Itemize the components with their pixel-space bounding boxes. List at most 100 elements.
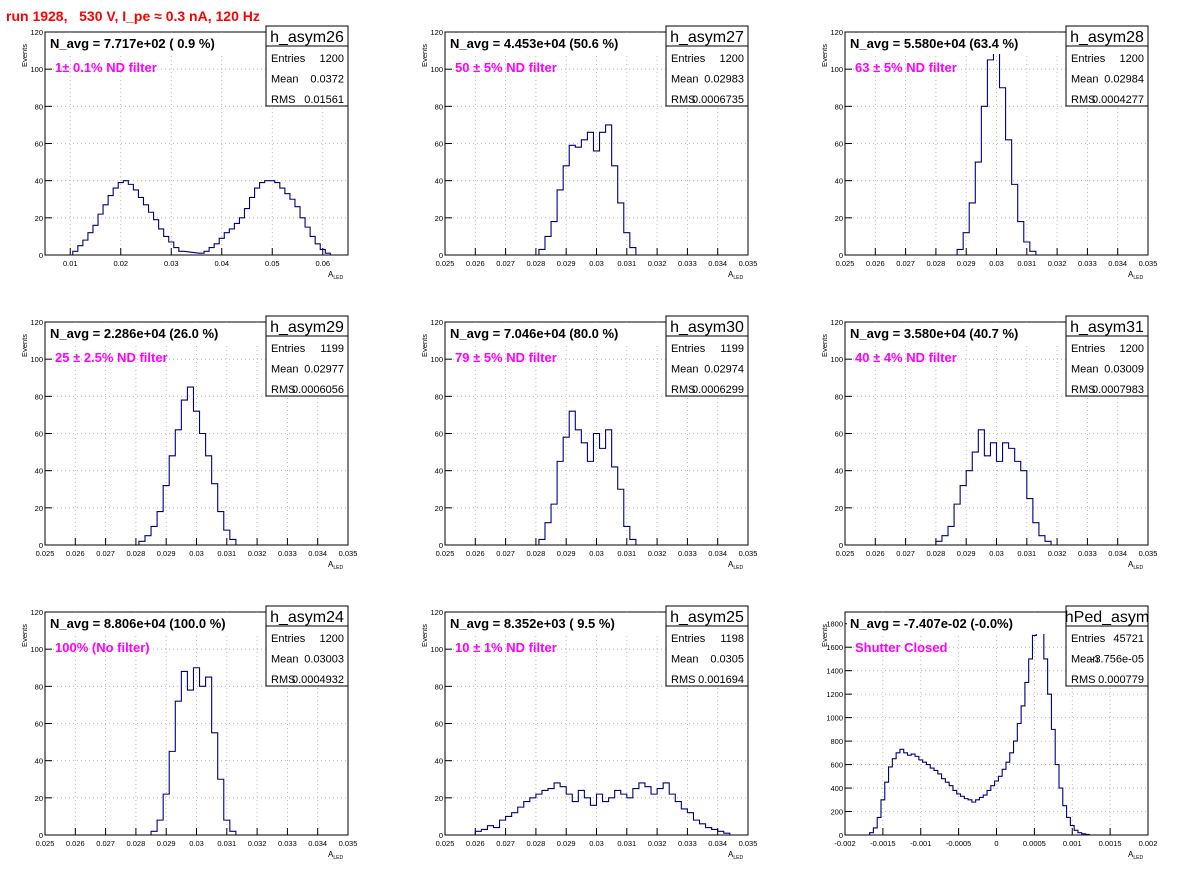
n-avg-label: N_avg = 8.352e+03 ( 9.5 %) <box>450 616 615 631</box>
y-tick-label: 20 <box>435 214 443 223</box>
n-avg-label: N_avg = 2.286e+04 (26.0 %) <box>50 326 218 341</box>
x-tick-label: -0.0005 <box>946 839 971 848</box>
y-tick-label: 100 <box>830 355 843 364</box>
x-tick-label: 0.029 <box>557 549 576 558</box>
y-tick-label: 120 <box>30 318 43 327</box>
x-tick-label: 0.027 <box>496 259 515 268</box>
y-tick-label: 100 <box>30 65 43 74</box>
x-tick-label: 0.035 <box>739 259 758 268</box>
x-tick-label: -0.001 <box>910 839 931 848</box>
stats-value: 0.0004277 <box>1092 94 1144 106</box>
histogram-panel-h_asym27: 0.025 0.026 0.027 0.028 0.029 0.03 0.031 0.032 0… <box>420 25 758 281</box>
stats-label: RMS <box>271 384 295 396</box>
stats-box <box>665 315 749 397</box>
y-tick-label: 100 <box>430 645 443 654</box>
n-avg-label: N_avg = -7.407e-02 (-0.0%) <box>850 616 1013 631</box>
histogram-panel-h_asym25: 0.025 0.026 0.027 0.028 0.029 0.03 0.031 0.032 0… <box>420 605 757 861</box>
histogram-outline <box>538 124 637 255</box>
filter-label: 25 ± 2.5% ND filter <box>55 350 168 365</box>
stats-value: 1198 <box>720 633 744 645</box>
stats-box <box>1065 605 1149 687</box>
x-tick-label: 0.033 <box>1078 259 1097 268</box>
x-tick-label: 0.02 <box>113 259 128 268</box>
stats-box <box>265 25 349 107</box>
x-tick-label: 0.031 <box>217 549 236 558</box>
histogram-name: h_asym27 <box>670 29 744 46</box>
x-tick-label: 0.031 <box>1017 259 1036 268</box>
y-tick-label: 0 <box>839 541 843 550</box>
stats-value: 45721 <box>1113 633 1144 645</box>
x-tick-label: 0.034 <box>708 549 727 558</box>
n-avg-box <box>447 34 665 54</box>
x-tick-label: 0.029 <box>157 549 176 558</box>
x-tick-label: 0.026 <box>466 259 485 268</box>
y-axis-label: Events <box>20 44 29 67</box>
y-tick-label: 60 <box>435 720 443 729</box>
x-tick-label: 0.027 <box>896 549 915 558</box>
y-tick-label: 100 <box>30 645 43 654</box>
x-tick-label: 0.025 <box>436 259 455 268</box>
x-tick-label: 0.025 <box>436 549 455 558</box>
y-tick-label: 80 <box>835 102 843 111</box>
y-tick-label: 80 <box>35 102 43 111</box>
histogram-name: h_asym29 <box>270 319 344 336</box>
y-tick-label: 0 <box>39 831 43 840</box>
x-tick-label: 0.0005 <box>1023 839 1046 848</box>
x-tick-label: 0.033 <box>678 549 697 558</box>
x-tick-label: 0.032 <box>1048 259 1067 268</box>
stats-label: RMS <box>1071 94 1095 106</box>
filter-label: Shutter Closed <box>855 640 948 655</box>
n-avg-box <box>847 34 1065 54</box>
y-tick-label: 60 <box>35 430 43 439</box>
x-tick-label: 0.032 <box>648 259 667 268</box>
x-tick-label: 0.028 <box>527 839 546 848</box>
stats-label: Mean <box>671 654 699 666</box>
stats-value: 1200 <box>1120 343 1144 355</box>
y-tick-label: 40 <box>35 757 43 766</box>
stats-label: Mean <box>1071 364 1099 376</box>
x-axis-label: ALED <box>728 270 743 281</box>
y-tick-label: 20 <box>835 214 843 223</box>
y-tick-label: 100 <box>30 355 43 364</box>
y-tick-label: 80 <box>35 392 43 401</box>
n-avg-box <box>847 324 1065 344</box>
stats-label: Mean <box>271 74 299 86</box>
x-tick-label: 0.034 <box>1108 549 1127 558</box>
y-tick-label: 120 <box>430 28 443 37</box>
x-axis-label: ALED <box>728 850 743 861</box>
x-tick-label: 0.029 <box>957 259 976 268</box>
stats-label: Mean <box>1071 654 1099 666</box>
y-tick-label: 20 <box>435 504 443 513</box>
y-tick-label: 20 <box>435 794 443 803</box>
x-tick-label: 0.028 <box>927 259 946 268</box>
n-avg-box <box>47 324 265 344</box>
n-avg-label: N_avg = 7.046e+04 (80.0 %) <box>450 326 618 341</box>
x-tick-label: 0.026 <box>66 549 85 558</box>
n-avg-box <box>47 614 265 634</box>
y-tick-label: 60 <box>835 430 843 439</box>
stats-value: 1200 <box>320 633 344 645</box>
stats-label: Entries <box>271 633 306 645</box>
y-tick-label: 60 <box>435 140 443 149</box>
y-tick-label: 400 <box>830 784 843 793</box>
stats-value: 0.02974 <box>704 364 744 376</box>
x-tick-label: 0.031 <box>217 839 236 848</box>
x-tick-label: 0.04 <box>214 259 229 268</box>
stats-label: Entries <box>271 53 306 65</box>
y-tick-label: 100 <box>830 65 843 74</box>
stats-value: -3.756e-05 <box>1091 654 1144 666</box>
x-axis-subscript: LED <box>733 855 743 861</box>
y-tick-label: 60 <box>35 720 43 729</box>
y-tick-label: 1000 <box>826 714 843 723</box>
run-title: run 1928, 530 V, I_pe ≈ 0.3 nA, 120 Hz <box>6 8 260 24</box>
histogram-name: h_asym28 <box>1070 29 1144 46</box>
histogram-outline <box>538 410 637 545</box>
stats-value: 1200 <box>320 53 344 65</box>
x-axis-label: ALED <box>1128 560 1143 571</box>
n-avg-box <box>47 34 265 54</box>
histogram-panel-h_asym30: 0.025 0.026 0.027 0.028 0.029 0.03 0.031 0.032 0… <box>420 315 757 571</box>
stats-value: 1200 <box>720 53 744 65</box>
stats-label: Entries <box>671 633 706 645</box>
y-tick-label: 120 <box>30 608 43 617</box>
